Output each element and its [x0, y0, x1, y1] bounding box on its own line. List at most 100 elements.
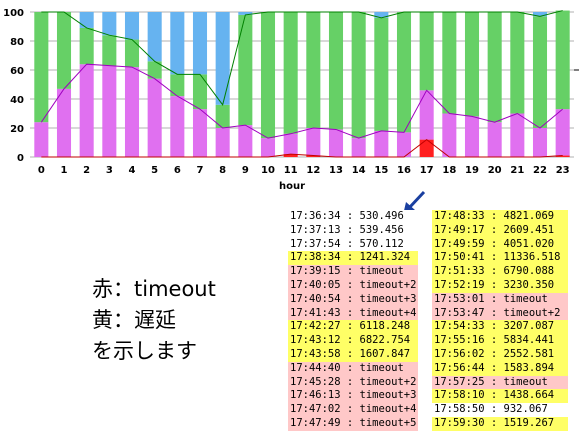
- bar-segment: [215, 12, 230, 105]
- x-tick-label: 5: [151, 165, 158, 176]
- bar-segment: [464, 116, 480, 157]
- x-tick-label: 2: [83, 165, 90, 176]
- log-row: 17:58:50 : 932.067: [432, 403, 568, 417]
- log-row: 17:46:13 : timeout+3: [288, 389, 418, 404]
- log-row: 17:53:01 : timeout: [432, 292, 568, 307]
- log-row: 17:38:34 : 1241.324: [288, 251, 418, 266]
- log-row: 17:41:43 : timeout+4: [288, 306, 418, 321]
- bar-segment: [396, 132, 412, 157]
- log-row: 17:53:47 : timeout+2: [432, 306, 568, 321]
- bar-segment: [124, 12, 140, 40]
- log-row: 17:56:02 : 2552.581: [432, 347, 568, 362]
- bar-segment: [34, 12, 49, 123]
- log-row: 17:44:40 : timeout: [288, 361, 418, 376]
- y-tick-label: 60: [10, 66, 24, 77]
- log-row: 17:54:33 : 3207.087: [432, 320, 568, 335]
- log-row: 17:50:41 : 11336.518: [432, 251, 568, 266]
- bar-segment: [215, 104, 230, 128]
- bar-segment: [555, 10, 570, 110]
- x-tick-label: 11: [284, 165, 298, 176]
- x-tick-label: 19: [465, 165, 479, 176]
- log-row: 17:42:27 : 6118.248: [288, 320, 418, 335]
- legend-yellow-delay: 黄：遅延: [92, 308, 176, 332]
- bar-segment: [192, 74, 208, 110]
- x-tick-label: 10: [261, 165, 275, 176]
- log-row: 17:49:17 : 2609.451: [432, 223, 568, 238]
- bar-segment: [306, 155, 321, 157]
- log-row: 17:59:30 : 1519.267: [432, 416, 568, 431]
- bar-segment: [283, 154, 298, 157]
- log-row: 17:45:28 : timeout+2: [288, 375, 418, 390]
- x-tick-label: 0: [38, 165, 45, 176]
- log-row: 17:37:13 : 539.456: [288, 223, 418, 238]
- bar-segment: [419, 12, 434, 91]
- x-tick-label: 23: [556, 165, 570, 176]
- y-tick-label: 100: [3, 8, 24, 19]
- bar-segment: [532, 16, 548, 129]
- bar-segment: [487, 12, 502, 123]
- x-tick-label: 15: [374, 165, 388, 176]
- bar-segment: [283, 12, 298, 134]
- log-row: 17:39:15 : timeout: [288, 265, 418, 279]
- log-row: 17:47:02 : timeout+4: [288, 403, 418, 417]
- log-row: 17:51:33 : 6790.088: [432, 265, 568, 279]
- bar-segment: [260, 12, 276, 139]
- x-tick-label: 16: [397, 165, 411, 176]
- series-line: [41, 10, 563, 106]
- log-row: 17:48:33 : 4821.069: [432, 210, 568, 224]
- log-row: 17:40:05 : timeout+2: [288, 278, 418, 293]
- bar-segment: [555, 155, 570, 157]
- bar-segment: [419, 90, 434, 140]
- bar-segment: [102, 35, 117, 66]
- bar-segment: [532, 128, 548, 157]
- bar-segment: [532, 12, 548, 17]
- legend-note: を示します: [92, 339, 197, 363]
- bar-segment: [555, 109, 570, 156]
- x-tick-label: 14: [352, 165, 366, 176]
- x-tick-label: 8: [219, 165, 226, 176]
- log-row: 17:52:19 : 3230.350: [432, 278, 568, 293]
- bar-segment: [442, 113, 457, 157]
- x-tick-label: 6: [174, 165, 181, 176]
- series-line: [40, 63, 563, 139]
- bar-segment: [510, 113, 525, 157]
- bar-segment: [102, 65, 117, 157]
- x-tick-label: 21: [510, 165, 524, 176]
- bar-segment: [487, 122, 502, 157]
- bar-segment: [396, 12, 412, 133]
- bar-segment: [170, 96, 185, 157]
- bar-segment: [510, 12, 525, 114]
- bar-segment: [79, 64, 94, 157]
- x-tick-label: 13: [329, 165, 343, 176]
- y-tick-label: 0: [17, 153, 24, 164]
- bar-segment: [79, 27, 94, 65]
- bar-segment: [215, 128, 230, 157]
- bar-segment: [464, 12, 480, 117]
- log-row: 17:40:54 : timeout+3: [288, 292, 418, 307]
- bar-segment: [238, 14, 253, 126]
- bar-segment: [238, 12, 253, 15]
- bar-segment: [328, 12, 344, 130]
- x-tick-label: 3: [106, 165, 113, 176]
- bar-segment: [374, 130, 389, 157]
- y-tick-label: 80: [10, 37, 24, 48]
- log-row: 17:57:25 : timeout: [432, 375, 568, 390]
- log-row: 17:55:16 : 5834.441: [432, 334, 568, 348]
- x-tick-label: 17: [420, 165, 434, 176]
- bar-segment: [56, 12, 72, 89]
- series-line: [41, 138, 563, 158]
- bar-segment: [56, 88, 72, 157]
- bar-segment: [102, 12, 117, 36]
- legend-red-timeout: 赤：timeout: [92, 277, 216, 301]
- bar-segment: [124, 67, 140, 157]
- bar-segment: [124, 39, 140, 68]
- legend-text: 赤：timeout 黄：遅延 を示します: [92, 274, 216, 367]
- x-tick-label: 18: [442, 165, 456, 176]
- y-tick-label: 40: [10, 95, 24, 106]
- bar-segment: [34, 122, 49, 157]
- x-tick-label: 22: [533, 165, 547, 176]
- log-row: 17:43:58 : 1607.847: [288, 347, 418, 362]
- log-table-left: 17:36:34 : 530.496 17:37:13 : 539.456 17:3…: [288, 210, 418, 431]
- bar-segment: [170, 74, 185, 97]
